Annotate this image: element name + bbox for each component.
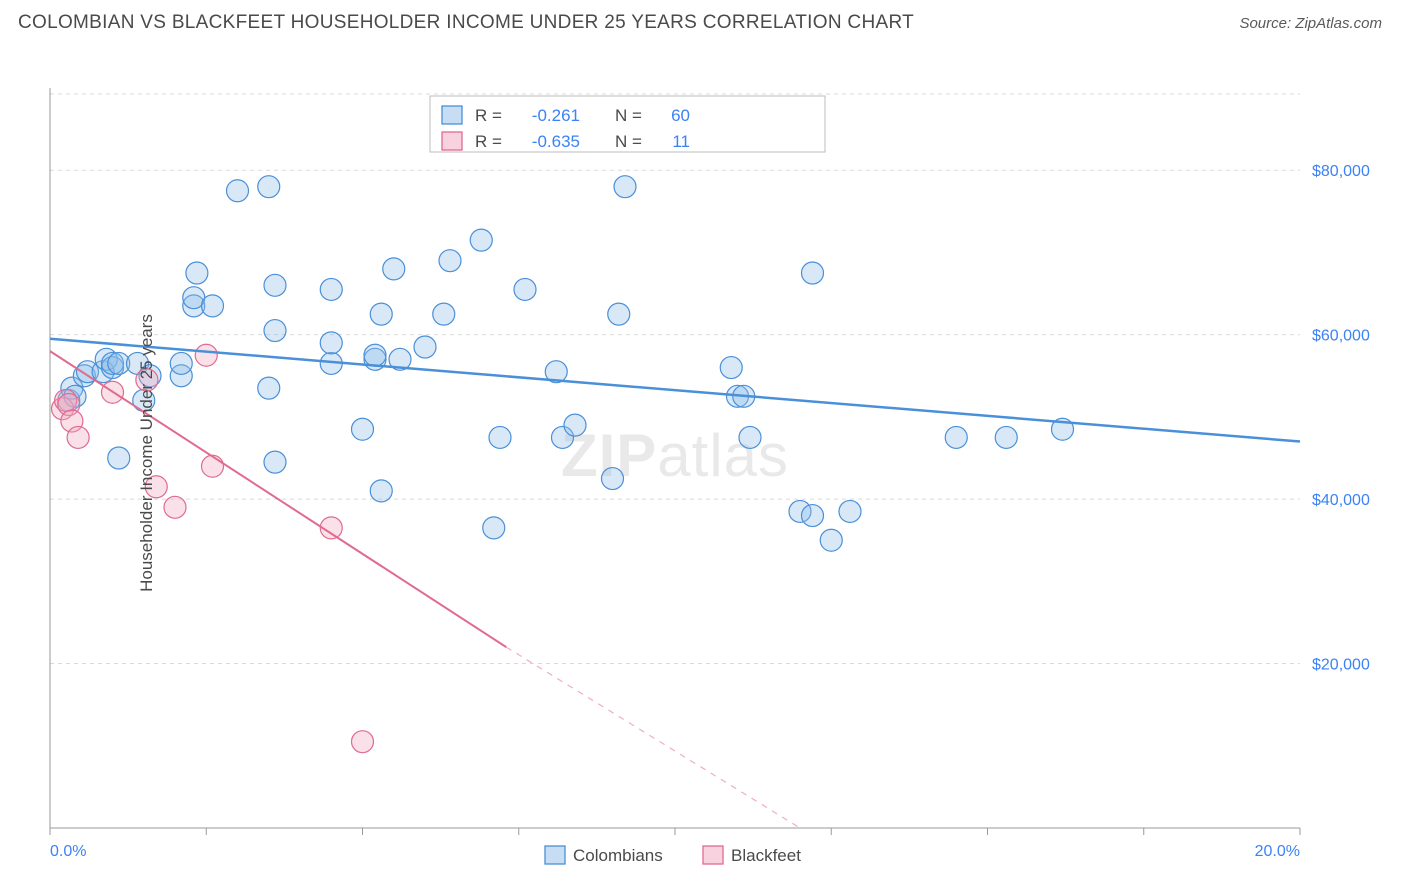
scatter-point xyxy=(202,295,224,317)
legend-swatch xyxy=(442,132,462,150)
scatter-point xyxy=(839,500,861,522)
legend-r-label: R = xyxy=(475,132,502,151)
scatter-point xyxy=(264,451,286,473)
scatter-point xyxy=(370,480,392,502)
scatter-point xyxy=(820,529,842,551)
scatter-point xyxy=(370,303,392,325)
scatter-point xyxy=(483,517,505,539)
legend-swatch xyxy=(545,846,565,864)
chart-header: COLOMBIAN VS BLACKFEET HOUSEHOLDER INCOM… xyxy=(0,0,1406,38)
scatter-point xyxy=(227,180,249,202)
scatter-point xyxy=(170,352,192,374)
chart-container: Householder Income Under 25 years $20,00… xyxy=(0,38,1406,868)
scatter-point xyxy=(802,505,824,527)
x-tick-label: 20.0% xyxy=(1255,843,1300,860)
scatter-point xyxy=(364,344,386,366)
scatter-point xyxy=(67,426,89,448)
scatter-point xyxy=(383,258,405,280)
scatter-point xyxy=(264,274,286,296)
legend-n-label: N = xyxy=(615,106,642,125)
x-tick-label: 0.0% xyxy=(50,843,86,860)
scatter-point xyxy=(433,303,455,325)
legend-swatch xyxy=(442,106,462,124)
scatter-point xyxy=(258,377,280,399)
scatter-point xyxy=(720,357,742,379)
y-tick-label: $40,000 xyxy=(1312,492,1370,509)
scatter-point xyxy=(195,344,217,366)
scatter-point xyxy=(564,414,586,436)
scatter-point xyxy=(514,278,536,300)
scatter-point xyxy=(164,496,186,518)
y-tick-label: $20,000 xyxy=(1312,657,1370,674)
scatter-point xyxy=(264,320,286,342)
y-axis-label: Householder Income Under 25 years xyxy=(137,314,157,592)
scatter-point xyxy=(320,332,342,354)
scatter-point xyxy=(995,426,1017,448)
scatter-point xyxy=(258,176,280,198)
scatter-point xyxy=(320,278,342,300)
legend-series-label: Colombians xyxy=(573,846,663,865)
scatter-point xyxy=(352,731,374,753)
legend-r-label: R = xyxy=(475,106,502,125)
scatter-point xyxy=(608,303,630,325)
source-attribution: Source: ZipAtlas.com xyxy=(1239,15,1382,32)
y-tick-label: $80,000 xyxy=(1312,163,1370,180)
scatter-point xyxy=(739,426,761,448)
legend-series-label: Blackfeet xyxy=(731,846,801,865)
scatter-point xyxy=(414,336,436,358)
scatter-point xyxy=(352,418,374,440)
trend-line-extrapolated xyxy=(506,647,800,828)
legend-n-label: N = xyxy=(615,132,642,151)
scatter-point xyxy=(470,229,492,251)
scatter-point xyxy=(108,447,130,469)
correlation-chart: $20,000$40,000$60,000$80,0000.0%20.0%ZIP… xyxy=(0,38,1406,868)
legend-n-value: 60 xyxy=(671,106,690,125)
scatter-point xyxy=(802,262,824,284)
scatter-point xyxy=(614,176,636,198)
scatter-point xyxy=(602,468,624,490)
y-tick-label: $60,000 xyxy=(1312,328,1370,345)
scatter-point xyxy=(186,262,208,284)
scatter-point xyxy=(202,455,224,477)
legend-swatch xyxy=(703,846,723,864)
legend-n-value: 11 xyxy=(672,132,690,151)
legend-r-value: -0.261 xyxy=(532,106,580,125)
legend-r-value: -0.635 xyxy=(532,132,580,151)
scatter-point xyxy=(439,250,461,272)
scatter-point xyxy=(489,426,511,448)
scatter-point xyxy=(945,426,967,448)
chart-title: COLOMBIAN VS BLACKFEET HOUSEHOLDER INCOM… xyxy=(18,12,914,34)
